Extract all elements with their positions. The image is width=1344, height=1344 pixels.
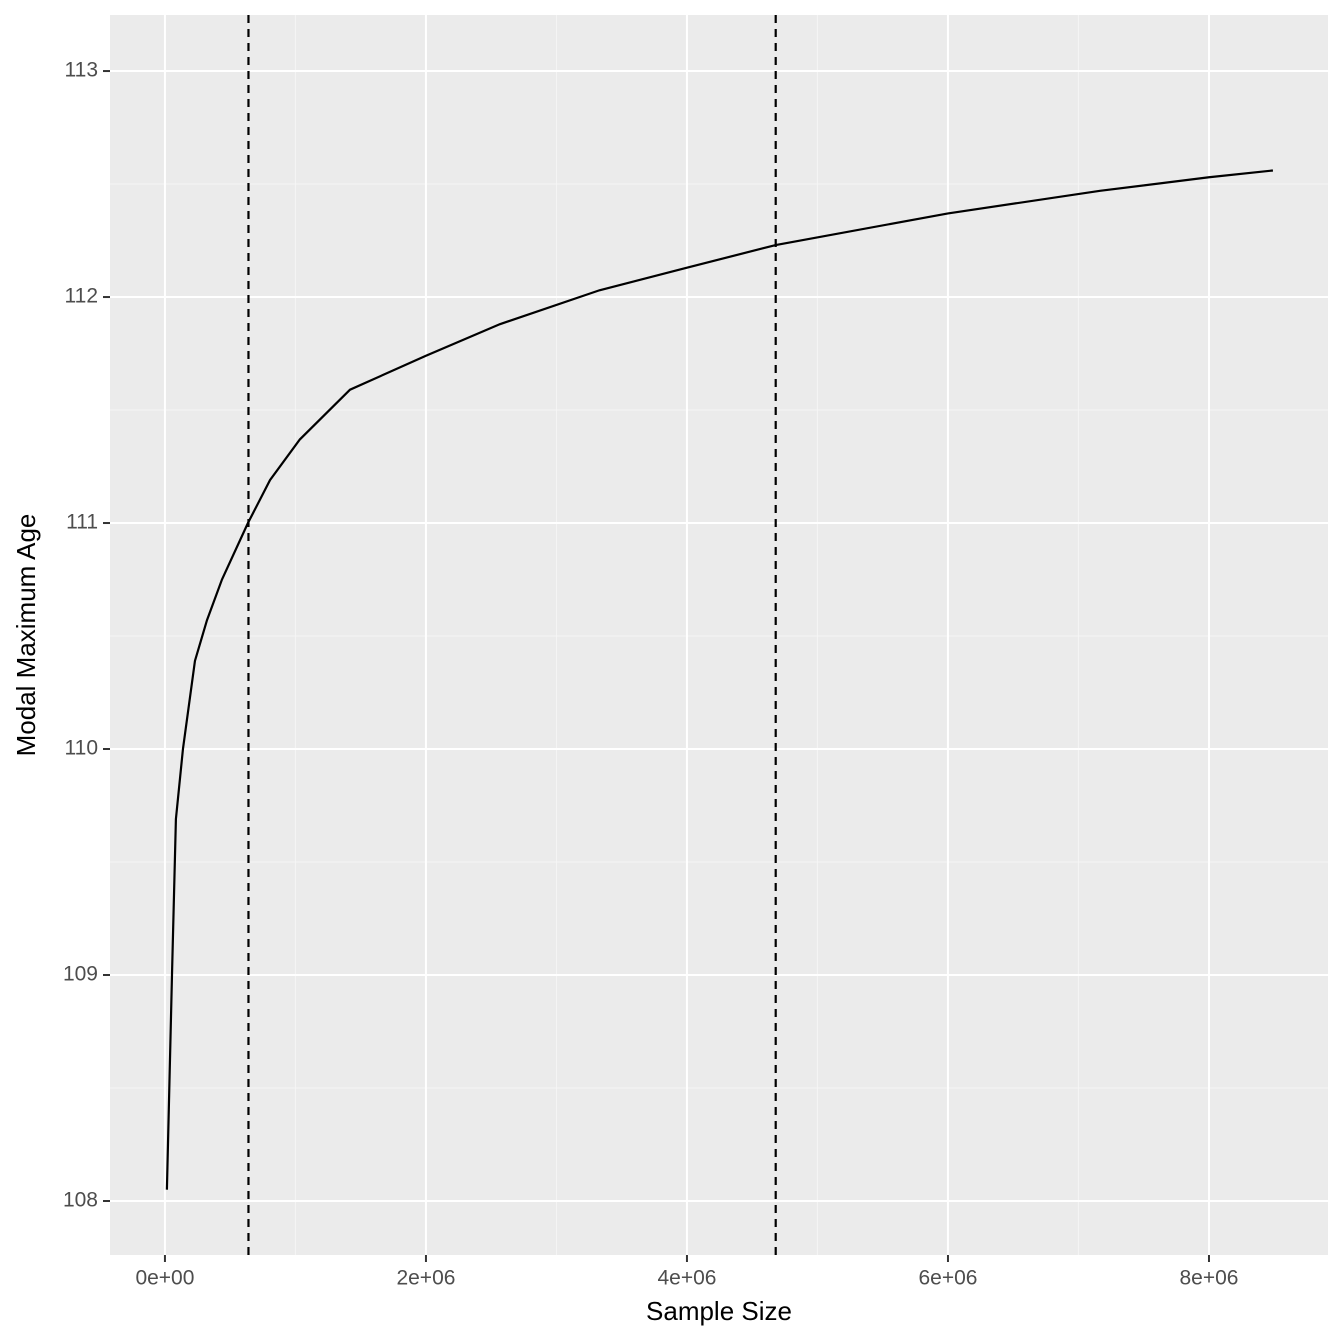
panel-background <box>110 15 1328 1255</box>
x-tick-label: 4e+06 <box>657 1267 716 1290</box>
y-tick-label: 113 <box>65 59 98 82</box>
y-tick-label: 110 <box>65 737 98 760</box>
y-tick-label: 111 <box>66 511 98 534</box>
y-tick-label: 112 <box>65 285 98 308</box>
x-tick-label: 8e+06 <box>1179 1267 1238 1290</box>
x-tick-label: 6e+06 <box>918 1267 977 1290</box>
y-tick-label: 109 <box>63 963 98 986</box>
data-line <box>165 169 1274 1190</box>
y-axis-title: Modal Maximum Age <box>11 514 41 757</box>
x-axis-title: Sample Size <box>646 1296 792 1326</box>
x-tick-label: 2e+06 <box>396 1267 455 1290</box>
y-tick-label: 108 <box>63 1189 98 1212</box>
x-tick-label: 0e+00 <box>135 1267 194 1290</box>
